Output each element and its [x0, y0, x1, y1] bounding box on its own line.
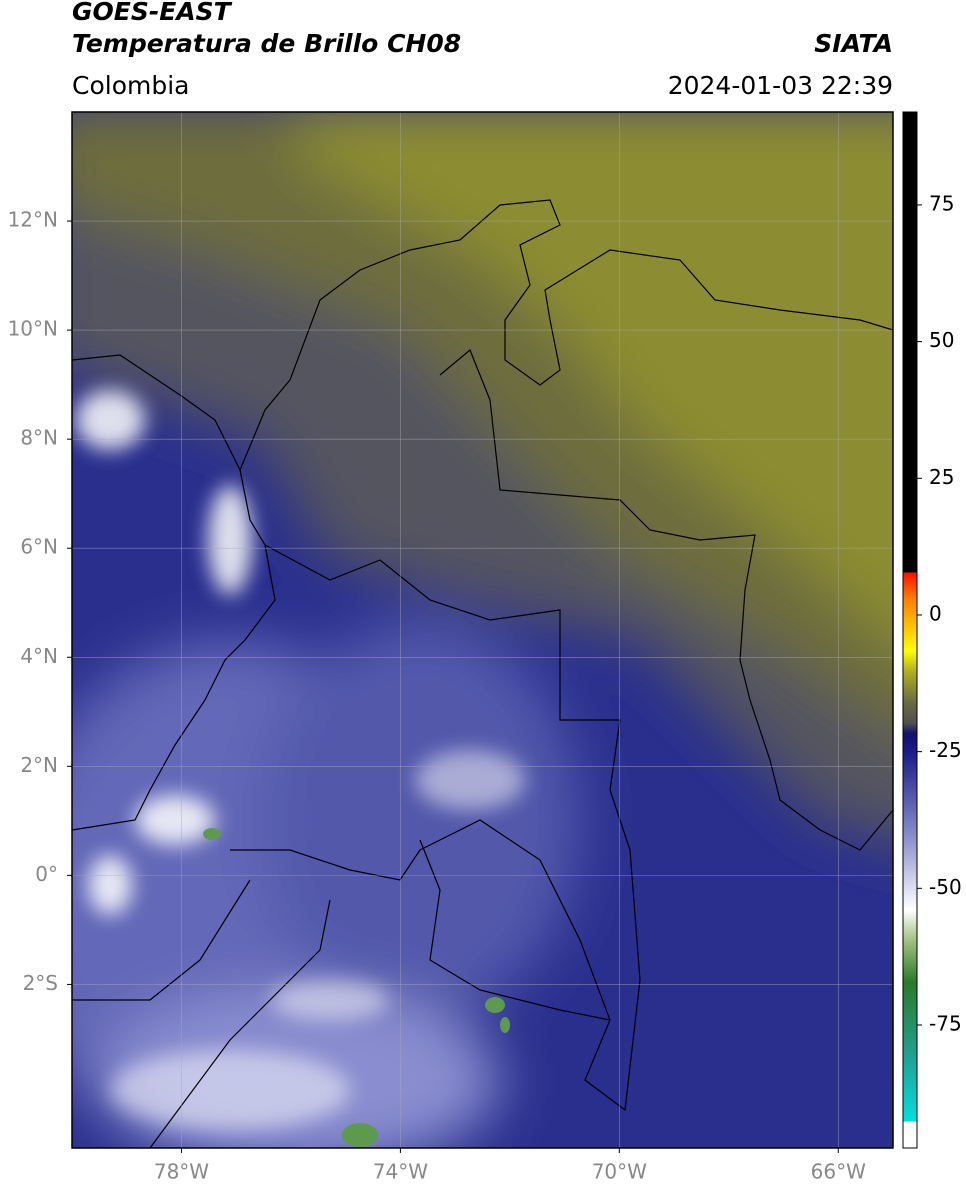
y-tick-label: 2°N	[20, 753, 58, 777]
x-tick-label: 78°W	[154, 1160, 209, 1184]
map-frame	[71, 111, 894, 1149]
y-tick-label: 0°	[35, 862, 58, 886]
x-tick-label: 66°W	[811, 1160, 866, 1184]
colorbar-tick-label: 25	[929, 465, 954, 489]
colorbar-tick-label: 75	[929, 191, 954, 215]
subtitle: Temperatura de Brillo CH08	[72, 29, 461, 58]
colorbar-tick-label: 50	[929, 328, 954, 352]
y-tick-label: 10°N	[8, 317, 58, 341]
satellite-image	[72, 112, 893, 1148]
y-tick-label: 2°S	[23, 971, 58, 995]
region: Colombia	[72, 71, 189, 100]
colorbar-tick-label: -75	[929, 1011, 962, 1035]
colorbar	[902, 111, 918, 1149]
x-tick-label: 74°W	[373, 1160, 428, 1184]
colorbar-tick-label: -50	[929, 875, 962, 899]
source: SIATA	[814, 29, 893, 58]
datetime: 2024-01-03 22:39	[668, 71, 893, 100]
y-tick-label: 4°N	[20, 644, 58, 668]
colorbar-tick-label: -25	[929, 738, 962, 762]
y-tick-label: 12°N	[8, 208, 58, 232]
y-tick-label: 6°N	[20, 535, 58, 559]
title: GOES-EAST	[72, 0, 233, 26]
x-tick-label: 70°W	[592, 1160, 647, 1184]
y-tick-label: 8°N	[20, 426, 58, 450]
colorbar-tick-label: 0	[929, 601, 942, 625]
